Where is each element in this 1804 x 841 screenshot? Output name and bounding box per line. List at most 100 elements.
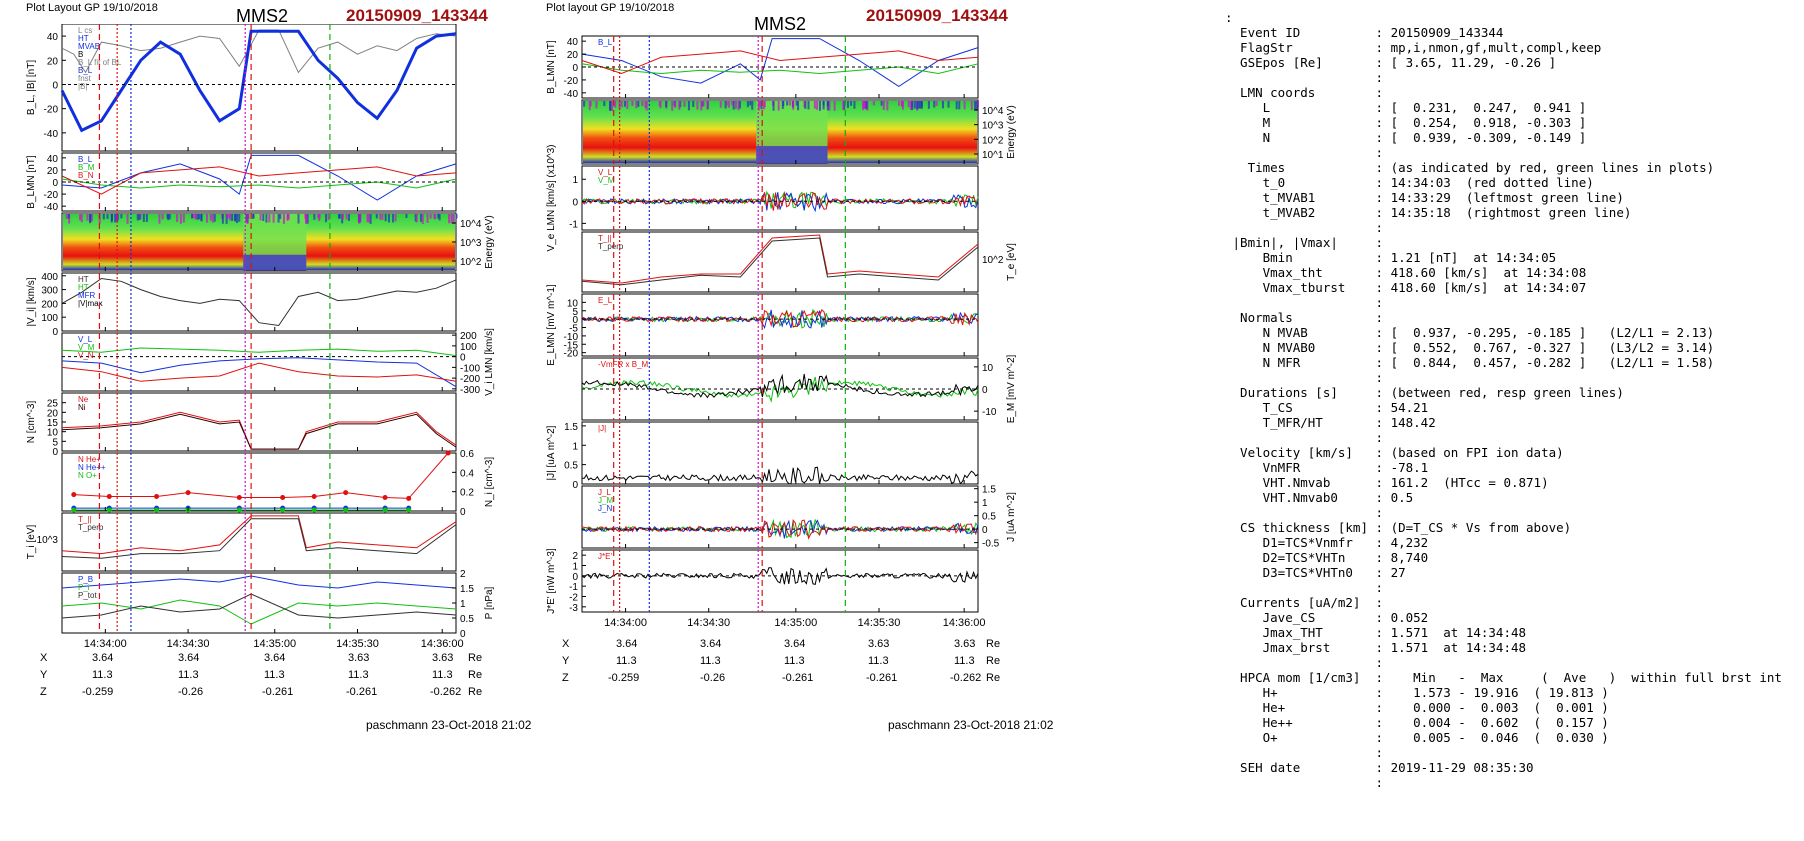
- ytick-label: 1: [572, 441, 578, 452]
- info-line: GSEpos [Re] : [ 3.65, 11.29, -0.26 ]: [1225, 55, 1557, 70]
- info-line: H+ : 1.573 - 19.916 ( 19.813 ): [1225, 685, 1609, 700]
- series-line: [581, 192, 979, 211]
- info-line: Vmax_tht : 418.60 [km/s] at 14:34:08: [1225, 265, 1587, 280]
- ytick-label: 10^2: [982, 255, 1004, 266]
- ytick-label: 10^4: [460, 219, 482, 230]
- panel-frame: [61, 512, 457, 572]
- ytick-label: 5: [52, 437, 58, 448]
- left-x-label: X: [40, 652, 48, 664]
- ytick-label: 0: [460, 353, 466, 364]
- right-x-val: 3.64: [784, 638, 806, 650]
- spectrogram-noise: [168, 214, 171, 220]
- right-y-val: 11.3: [954, 655, 975, 667]
- info-line: N MVAB0 : [ 0.552, 0.767, -0.327 ] (L3/L…: [1225, 340, 1715, 355]
- spectrogram-noise: [287, 214, 290, 220]
- spectrogram-noise: [211, 214, 214, 223]
- spectrogram-noise: [89, 214, 92, 223]
- spectrogram-noise: [67, 214, 70, 219]
- legend-entry: P_i: [78, 583, 90, 592]
- ytick-label: -10: [982, 407, 997, 418]
- spectrogram-noise: [749, 101, 752, 106]
- spectrogram-noise: [916, 101, 919, 110]
- legend-entry: HT: [78, 275, 89, 284]
- ytick-label: 0.6: [460, 449, 474, 460]
- spectrogram-noise: [136, 214, 139, 221]
- right-z-val: -0.26: [700, 672, 726, 684]
- spectrogram-gap-low: [243, 254, 307, 271]
- ytick-label: 1.5: [460, 584, 474, 595]
- spectrogram-noise: [176, 214, 179, 222]
- spectrogram-noise: [305, 214, 308, 223]
- spectrogram-noise: [415, 214, 418, 223]
- left-z-label: Z: [40, 686, 47, 698]
- ytick-label: 10^3: [37, 535, 59, 546]
- spectrogram-noise: [327, 214, 330, 221]
- info-line: D2=TCS*VHTn : 8,740: [1225, 550, 1429, 565]
- spectrogram-noise: [732, 101, 735, 110]
- panel-Ti: 10^3T_i [eV] T_||T_perp: [26, 512, 457, 572]
- spectrogram-noise: [142, 214, 145, 222]
- spectrogram-noise: [620, 101, 623, 108]
- series-line: [581, 63, 979, 75]
- spectrogram-noise: [702, 101, 705, 107]
- ytick-label: 1: [460, 599, 466, 610]
- spectrogram-noise: [658, 101, 661, 107]
- series-line: [581, 519, 979, 540]
- info-line: Normals :: [1225, 310, 1384, 325]
- info-line: FlagStr : mp,i,nmon,gf,mult,compl,keep: [1225, 40, 1602, 55]
- legend-entry: N He+: [78, 455, 101, 464]
- series-line: [61, 411, 457, 450]
- left-unit: Re: [468, 669, 483, 681]
- ytick-label: 0: [572, 197, 578, 208]
- spectrogram-noise: [822, 101, 825, 110]
- xtick-label: 14:35:00: [774, 617, 817, 629]
- spectrogram-noise: [448, 214, 451, 224]
- spectrogram-noise: [238, 214, 241, 222]
- info-line: Bmin : 1.21 [nT] at 14:34:05: [1225, 250, 1557, 265]
- ytick-label: 1: [982, 498, 988, 509]
- ytick-label: 10^1: [982, 150, 1004, 161]
- xtick-label: 14:36:00: [943, 617, 986, 629]
- spectrogram-noise: [114, 214, 117, 223]
- spectrogram-noise: [229, 214, 232, 221]
- left-x-val: 3.64: [92, 652, 114, 664]
- ytick-label: -10: [564, 332, 579, 343]
- data-point: [406, 495, 412, 501]
- spectrogram-noise: [588, 101, 591, 111]
- left-z-val: -0.262: [430, 686, 462, 698]
- data-point: [280, 494, 286, 500]
- right-unit: Re: [986, 638, 1001, 650]
- legend-entry: V_M: [598, 176, 615, 185]
- series-line: [581, 38, 979, 87]
- spectrogram-noise: [277, 214, 280, 223]
- spectrogram-noise: [236, 214, 239, 224]
- spectrogram-noise: [614, 101, 617, 108]
- ylabel: |J| [uA m^-2]: [546, 425, 557, 480]
- spectrogram-noise: [623, 101, 626, 107]
- spectrogram-noise: [833, 101, 836, 111]
- data-point: [406, 507, 412, 513]
- series-line: [61, 347, 457, 357]
- ytick-label: 1: [572, 562, 578, 573]
- ytick-label: 0: [52, 80, 58, 91]
- spectrogram-noise: [262, 214, 265, 221]
- spectrogram-noise: [935, 101, 938, 106]
- series-line: [61, 413, 457, 450]
- ytick-label: 20: [47, 56, 59, 67]
- spectrogram-noise: [977, 101, 980, 108]
- spectrogram-noise: [886, 101, 889, 111]
- left-y-label: Y: [40, 669, 48, 681]
- panel-frame: [61, 572, 457, 634]
- spectrogram-noise: [190, 214, 193, 219]
- spectrogram-noise: [792, 101, 795, 110]
- spectrogram-noise: [341, 214, 344, 220]
- info-line: Durations [s] : (between red, resp green…: [1225, 385, 1624, 400]
- ytick-label: -1: [569, 219, 578, 230]
- spectrogram-noise: [865, 101, 868, 110]
- data-point: [106, 507, 112, 513]
- spectrogram-noise: [911, 101, 914, 110]
- ytick-label: 0: [572, 480, 578, 491]
